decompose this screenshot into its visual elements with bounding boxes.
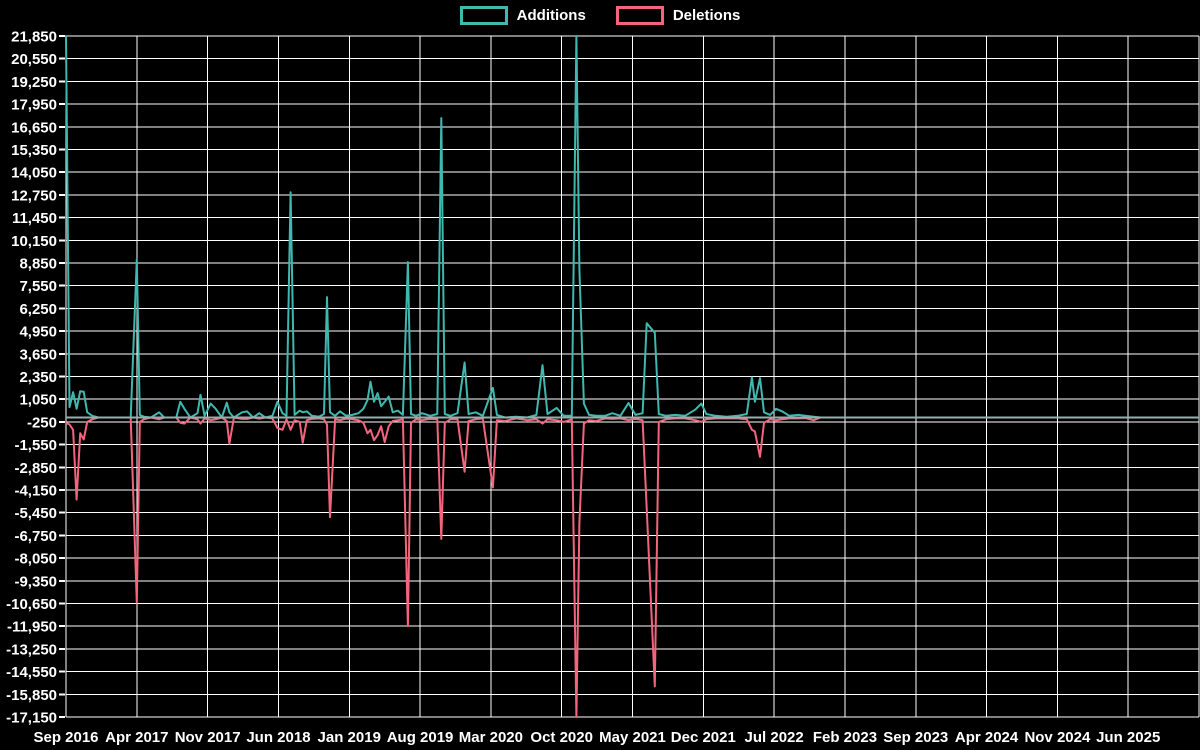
y-axis-tick-label: 8,850 <box>19 256 57 273</box>
y-axis-tick-label: -1,550 <box>14 437 57 454</box>
y-axis-tick-label: 12,750 <box>11 187 57 204</box>
x-axis-tick-label: Aug 2019 <box>387 729 454 746</box>
additions-line <box>65 35 1200 419</box>
y-axis-tick-label: 14,050 <box>11 165 57 182</box>
y-axis-tick-label: -14,550 <box>6 664 57 681</box>
chart-legend: Additions Deletions <box>0 6 1200 25</box>
x-axis-tick-label: Feb 2023 <box>813 729 877 746</box>
y-axis-tick-label: -13,250 <box>6 641 57 658</box>
deletions-swatch-icon <box>615 6 664 25</box>
x-axis-tick-label: Nov 2017 <box>175 729 241 746</box>
legend-item-additions[interactable]: Additions <box>459 6 586 25</box>
y-axis-tick-label: 11,450 <box>12 210 57 227</box>
y-axis-tick-label: 17,950 <box>11 97 57 114</box>
y-axis-tick-label: 20,550 <box>11 51 57 68</box>
y-axis-tick-label: 10,150 <box>11 233 57 250</box>
x-axis-tick-label: Jul 2022 <box>745 729 804 746</box>
x-axis-tick-label: Dec 2021 <box>671 729 736 746</box>
y-axis-tick-label: 1,050 <box>19 392 57 409</box>
y-axis-tick-label: 15,350 <box>11 142 57 159</box>
legend-item-deletions[interactable]: Deletions <box>615 6 741 25</box>
y-axis-tick-label: 19,250 <box>11 74 57 91</box>
additions-swatch-icon <box>459 6 508 25</box>
x-axis-tick-label: Sep 2023 <box>883 729 948 746</box>
additions-legend-label: Additions <box>516 7 586 24</box>
y-axis-tick-label: 7,550 <box>19 278 57 295</box>
x-axis-tick-label: Oct 2020 <box>530 729 593 746</box>
y-axis-tick-label: 21,850 <box>11 29 57 46</box>
y-axis-tick-label: -5,450 <box>14 505 57 522</box>
y-axis-tick-label: 2,350 <box>19 369 57 386</box>
x-axis-tick-label: Jun 2025 <box>1096 729 1160 746</box>
x-axis-tick-label: Jun 2018 <box>246 729 310 746</box>
x-axis-tick-label: Apr 2024 <box>955 729 1019 746</box>
x-axis-tick-label: Apr 2017 <box>105 729 168 746</box>
y-axis-tick-label: 6,250 <box>19 301 57 318</box>
x-axis-tick-label: Jan 2019 <box>318 729 381 746</box>
deletions-line <box>65 416 1200 718</box>
y-axis-tick-label: 16,650 <box>11 119 57 136</box>
y-axis-tick-label: 4,950 <box>19 324 57 341</box>
y-axis-tick-label: -8,050 <box>14 551 57 568</box>
y-axis-tick-label: -15,850 <box>6 687 57 704</box>
deletions-legend-label: Deletions <box>672 7 741 24</box>
y-axis-tick-label: -250 <box>27 414 57 431</box>
x-axis-tick-label: Mar 2020 <box>459 729 523 746</box>
y-axis-tick-label: -4,150 <box>14 483 57 500</box>
y-axis-tick-label: 3,650 <box>19 346 57 363</box>
x-axis-tick-label: May 2021 <box>599 729 666 746</box>
y-axis-tick-label: -9,350 <box>14 573 57 590</box>
x-axis-tick-label: Nov 2024 <box>1024 729 1091 746</box>
y-axis-tick-label: -2,850 <box>14 460 57 477</box>
x-axis-tick-label: Sep 2016 <box>33 729 98 746</box>
y-axis-tick-label: -11,950 <box>7 619 57 636</box>
y-axis-tick-label: -10,650 <box>6 596 57 613</box>
y-axis-tick-label: -6,750 <box>14 528 57 545</box>
y-axis-tick-label: -17,150 <box>6 710 57 727</box>
